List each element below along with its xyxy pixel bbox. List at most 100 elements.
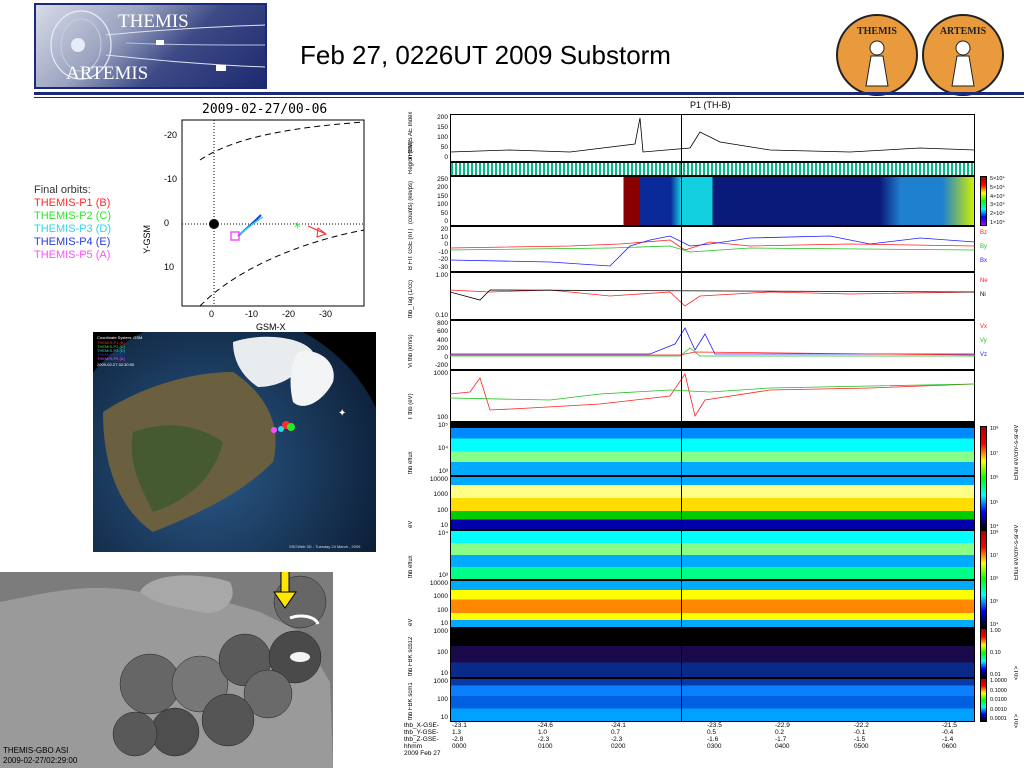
badge-right-text: ARTEMIS <box>939 26 987 37</box>
orbit-xtick: -30 <box>319 309 333 319</box>
orbit-xtick: -10 <box>245 309 259 319</box>
panel-ytick: 1000 <box>433 628 448 635</box>
panel-ytick: 200 <box>437 184 448 192</box>
themis-artemis-logo: THEMIS ARTEMIS <box>34 3 267 89</box>
axis-time-value: -1.7 <box>775 736 787 743</box>
color-bar-label: 10⁴ <box>990 622 999 628</box>
axis-time-value: 0300 <box>707 743 722 750</box>
axis-time-value: -1.6 <box>707 736 719 743</box>
series-label: Ne <box>980 278 988 284</box>
axis-time-value: -22.2 <box>854 722 869 729</box>
axis-time-value: 0200 <box>611 743 626 750</box>
orbit-ytick: -20 <box>164 130 178 140</box>
panel-ylabel: eV <box>408 520 414 528</box>
axis-time-value: -23.5 <box>707 722 722 729</box>
panel-ytick: 0 <box>444 241 448 249</box>
axis-time-value: -24.1 <box>611 722 626 729</box>
panel-ytick: -10 <box>438 248 448 256</box>
axis-row-label: hhmm <box>404 743 423 750</box>
color-bar-label: 0.1000 <box>990 687 1007 694</box>
figure-icon <box>951 40 975 87</box>
axis-time-value: -22.9 <box>775 722 790 729</box>
panel-ylabel: thb eflux <box>408 451 414 474</box>
axis-time-value: -23.1 <box>452 722 467 729</box>
color-bar-label: 10⁴ <box>990 524 999 530</box>
panel-ytick: 100 <box>437 134 448 141</box>
panel-ytick: 100 <box>437 649 448 656</box>
panel-ytick: -200 <box>434 362 448 369</box>
logo-text-artemis: ARTEMIS <box>66 63 149 84</box>
color-bar-label: 0.0010 <box>990 706 1007 713</box>
legend-title: Final orbits: <box>34 184 91 196</box>
data-panel <box>450 476 975 530</box>
data-panel <box>450 320 975 370</box>
panel-ylabel: thb FBK scm1 <box>408 682 414 720</box>
data-panel <box>450 678 975 722</box>
axis-time-value: 0.7 <box>611 729 621 736</box>
panel-ytick: 1000 <box>433 678 448 685</box>
color-bar-label: 4×10⁴ <box>990 193 1005 200</box>
panel-ytick: 200 <box>437 345 448 353</box>
color-bar-label: 5×10⁴ <box>990 176 1005 182</box>
panel-ytick: 200 <box>437 114 448 121</box>
globe-mini-legend-item: THEMIS-P4 (E) <box>97 352 125 357</box>
panel-ytick: 10 <box>440 233 448 241</box>
axis-time-value: 0.2 <box>775 729 785 736</box>
trace-line <box>450 347 975 357</box>
panel-ytick: 250 <box>437 176 448 183</box>
panel-ytick: 100 <box>437 201 448 209</box>
axis-time-value: -2.3 <box>538 736 550 743</box>
panel-ytick: 400 <box>437 336 448 344</box>
panel-ytick: 100 <box>437 414 448 421</box>
axis-time-value: -0.1 <box>854 729 866 736</box>
color-bar-unit: <nT> <box>1014 713 1020 728</box>
orbit-ytick: -10 <box>164 174 178 184</box>
panel-ylabel: (counts) (kevps) <box>408 180 414 224</box>
orbit-plot-title: 2009-02-27/00-06 <box>202 102 328 117</box>
color-bar-label: 10⁵ <box>990 599 999 605</box>
panel-ytick: 150 <box>437 192 448 200</box>
panel-ytick: -20 <box>438 256 448 264</box>
orbit-xlabel: GSM-X <box>256 322 286 332</box>
axis-time-value: -2.8 <box>452 736 464 743</box>
panel-ytick: 10000 <box>429 476 448 483</box>
panel-ytick: 50 <box>440 209 448 217</box>
globe-graphic: ✦ <box>93 332 376 552</box>
globe-caption-time: 2009-02-27 02:30:00 <box>97 362 135 367</box>
orbit-ytick: 0 <box>164 218 170 228</box>
globe-mini-legend-item: THEMIS-P3 (D) <box>97 348 125 353</box>
panel-ytick: 150 <box>437 124 448 131</box>
panel-ylabel: eV <box>408 618 414 626</box>
panel-ytick: 1000 <box>433 593 448 601</box>
color-bar <box>980 176 987 226</box>
trace-line <box>450 117 975 153</box>
color-bar-label: 1.00 <box>990 628 1001 634</box>
panel-trace <box>450 327 975 357</box>
header-divider <box>34 92 1024 95</box>
badge-left-text: THEMIS <box>856 26 897 37</box>
axis-time-value: 0.5 <box>707 729 717 736</box>
trace-line <box>450 245 975 253</box>
legend-item: THEMIS-P2 (C) <box>34 210 111 222</box>
panel-ytick: 1.00 <box>435 272 448 279</box>
svg-text:✦: ✦ <box>338 408 346 419</box>
timeseries-stack-plot: P1 (TH-B) THEMIS AE Index 200 150 100 50 0 Reg… <box>400 100 1024 768</box>
color-bar-label: 0.01 <box>990 672 1001 678</box>
globe-caption-top: Coordinate System: GSM <box>97 335 143 340</box>
axis-time-value: -24.6 <box>538 722 553 729</box>
svg-text:*: * <box>294 221 301 236</box>
panel-trace <box>450 289 975 307</box>
panel-ylabel: Vi thb (km/s) <box>408 334 414 368</box>
color-bar-unit: Eflux eV/cm²-s-sr-eV <box>1014 524 1020 580</box>
axis-time-value: 0600 <box>942 743 957 750</box>
axis-time-value: -0.4 <box>942 729 954 736</box>
color-bar <box>980 426 987 530</box>
panel-trace <box>450 235 975 267</box>
color-bar-label: 10⁷ <box>990 450 999 457</box>
themis-badge-logo: THEMIS <box>836 14 918 96</box>
panel-ytick: 10 <box>440 670 448 677</box>
page-title: Feb 27, 0226UT 2009 Substorm <box>300 40 671 70</box>
axis-time-value: 0000 <box>452 743 467 750</box>
data-panel <box>450 176 975 226</box>
panel-ytick: 10000 <box>429 580 448 587</box>
